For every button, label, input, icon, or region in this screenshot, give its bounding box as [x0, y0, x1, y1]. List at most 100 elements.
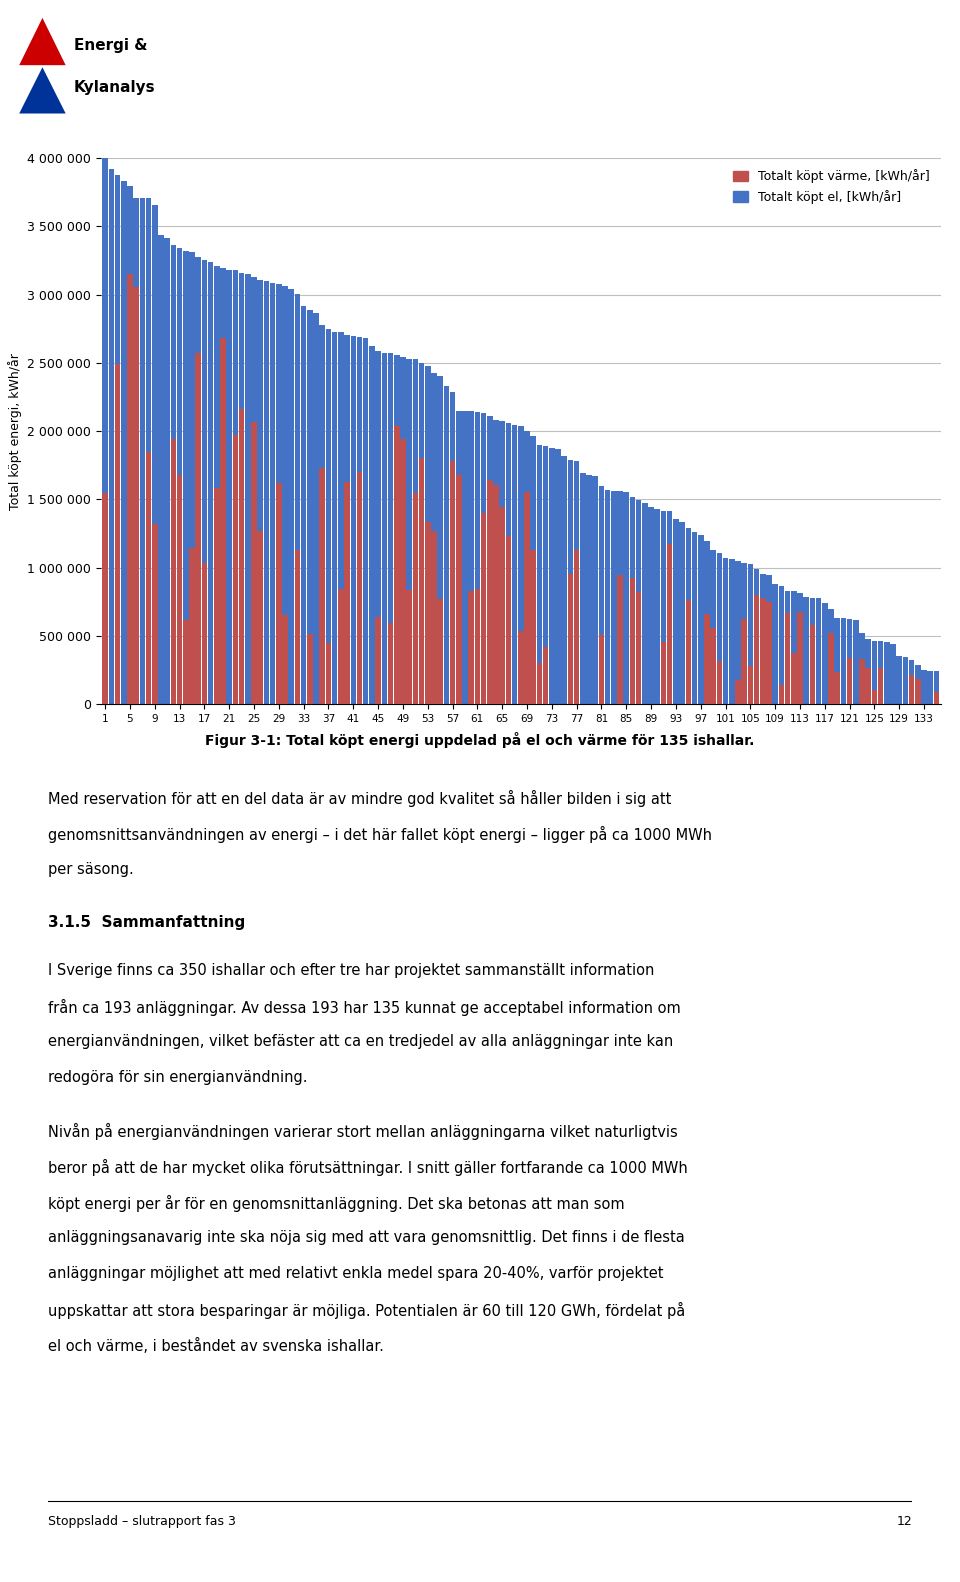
Text: Med reservation för att en del data är av mindre god kvalitet så håller bilden i: Med reservation för att en del data är a… — [48, 789, 671, 807]
Bar — [325, 329, 331, 704]
Bar — [704, 541, 709, 704]
Bar — [127, 274, 132, 704]
Bar — [542, 647, 548, 704]
Bar — [481, 513, 487, 704]
Bar — [252, 277, 257, 704]
Bar — [748, 666, 754, 704]
Bar — [295, 294, 300, 704]
Bar — [512, 426, 517, 704]
Bar — [623, 492, 629, 704]
Bar — [642, 503, 648, 704]
Bar — [766, 576, 772, 704]
Text: Nivån på energianvändningen varierar stort mellan anläggningarna vilket naturlig: Nivån på energianvändningen varierar sto… — [48, 1123, 678, 1141]
Bar — [232, 271, 238, 704]
Text: 12: 12 — [897, 1514, 912, 1528]
Bar — [252, 422, 257, 704]
Bar — [667, 544, 673, 704]
Bar — [518, 631, 523, 704]
Bar — [487, 479, 492, 704]
Bar — [605, 489, 611, 704]
Bar — [115, 176, 120, 704]
Text: anläggningar möjlighet att med relativt enkla medel spara 20-40%, varför projekt: anläggningar möjlighet att med relativt … — [48, 1266, 663, 1281]
Bar — [481, 413, 487, 704]
Bar — [847, 619, 852, 704]
Bar — [202, 563, 207, 704]
Bar — [617, 576, 623, 704]
Bar — [363, 339, 369, 704]
Bar — [841, 619, 846, 704]
Bar — [784, 614, 790, 704]
Bar — [499, 421, 505, 704]
Bar — [177, 248, 182, 704]
Bar — [425, 522, 430, 704]
Polygon shape — [19, 17, 65, 65]
Bar — [227, 269, 232, 704]
Bar — [877, 668, 883, 704]
Bar — [599, 486, 604, 704]
Bar — [797, 612, 803, 704]
Text: genomsnittsanvändningen av energi – i det här fallet köpt energi – ligger på ca : genomsnittsanvändningen av energi – i de… — [48, 826, 712, 843]
Bar — [531, 435, 536, 704]
Bar — [345, 483, 349, 704]
Bar — [909, 674, 915, 704]
Bar — [325, 644, 331, 704]
Bar — [164, 239, 170, 704]
Bar — [784, 590, 790, 704]
Bar — [282, 615, 288, 704]
Bar — [320, 326, 325, 704]
Bar — [630, 497, 636, 704]
Bar — [345, 335, 349, 704]
Bar — [834, 617, 840, 704]
Bar — [103, 494, 108, 704]
Bar — [456, 475, 462, 704]
Bar — [636, 592, 641, 704]
Bar — [270, 283, 276, 704]
Bar — [413, 494, 419, 704]
Bar — [822, 603, 828, 704]
Bar — [729, 558, 734, 704]
Bar — [320, 468, 325, 704]
Bar — [741, 619, 747, 704]
Bar — [257, 280, 263, 704]
Bar — [257, 532, 263, 704]
Text: per säsong.: per säsong. — [48, 862, 133, 876]
Bar — [922, 669, 926, 704]
Bar — [438, 377, 443, 704]
Bar — [872, 690, 877, 704]
Bar — [438, 600, 443, 704]
Bar — [202, 259, 207, 704]
Text: Stoppsladd – slutrapport fas 3: Stoppsladd – slutrapport fas 3 — [48, 1514, 236, 1528]
Bar — [865, 639, 871, 704]
Bar — [108, 169, 114, 704]
Bar — [400, 440, 406, 704]
Bar — [207, 263, 213, 704]
Bar — [394, 356, 399, 704]
Bar — [456, 411, 462, 704]
Bar — [723, 558, 729, 704]
Bar — [716, 661, 722, 704]
Bar — [804, 598, 809, 704]
Bar — [183, 620, 188, 704]
Bar — [562, 456, 567, 704]
Bar — [660, 511, 666, 704]
Bar — [809, 625, 815, 704]
Bar — [276, 283, 281, 704]
Bar — [388, 623, 394, 704]
Bar — [685, 600, 691, 704]
Bar — [196, 353, 201, 704]
Bar — [189, 547, 195, 704]
Bar — [419, 457, 424, 704]
Bar — [493, 421, 499, 704]
Text: energianvändningen, vilket befäster att ca en tredjedel av alla anläggningar int: energianvändningen, vilket befäster att … — [48, 1035, 673, 1049]
Bar — [791, 592, 797, 704]
Bar — [288, 290, 294, 704]
Bar — [133, 286, 139, 704]
Bar — [872, 641, 877, 704]
Bar — [239, 410, 245, 704]
Bar — [859, 658, 865, 704]
Bar — [431, 373, 437, 704]
Bar — [127, 187, 132, 704]
Bar — [239, 272, 245, 704]
Bar — [338, 589, 344, 704]
Bar — [754, 570, 759, 704]
